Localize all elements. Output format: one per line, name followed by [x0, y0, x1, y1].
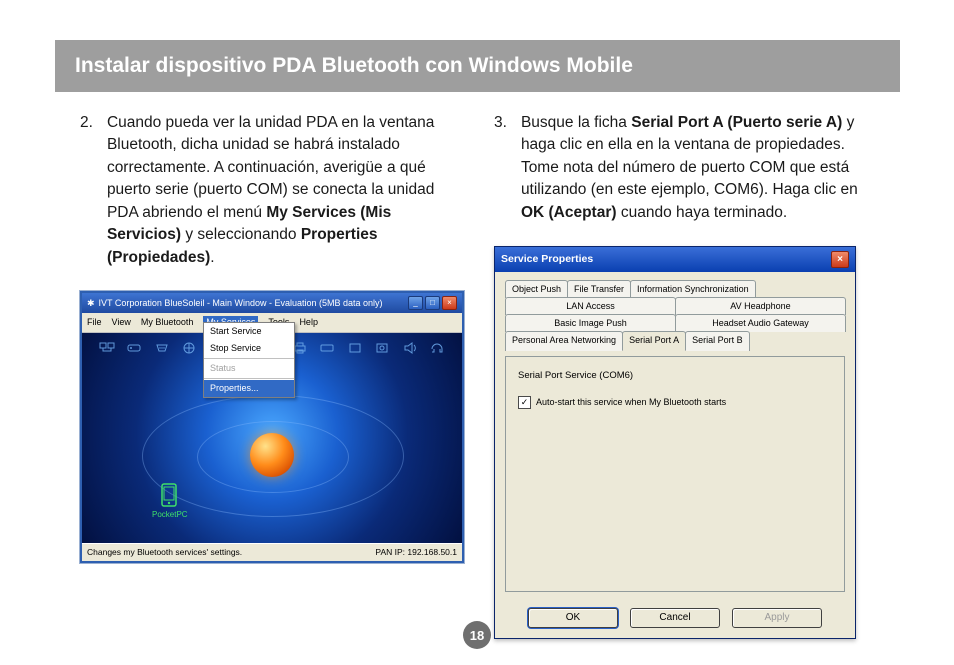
- menu-file[interactable]: File: [87, 316, 102, 329]
- screenshot-bluesoleil: ✱ IVT Corporation BlueSoleil - Main Wind…: [80, 291, 464, 562]
- pan-service-icon[interactable]: [98, 339, 116, 357]
- menu-item-start-service[interactable]: Start Service: [204, 323, 294, 340]
- dialog-buttons: OK Cancel Apply: [495, 602, 855, 639]
- tab-av-headphone[interactable]: AV Headphone: [675, 297, 846, 315]
- status-ip: PAN IP: 192.168.50.1: [375, 546, 457, 558]
- autostart-checkbox[interactable]: ✓: [518, 396, 531, 409]
- autostart-checkbox-row: ✓ Auto-start this service when My Blueto…: [518, 396, 832, 409]
- cancel-button[interactable]: Cancel: [630, 608, 720, 629]
- step-3: 3. Busque la ficha Serial Port A (Puerto…: [494, 112, 875, 224]
- menu-separator: [204, 378, 294, 379]
- step-body: Busque la ficha Serial Port A (Puerto se…: [521, 112, 875, 224]
- step-body: Cuando pueda ver la unidad PDA en la ven…: [107, 112, 464, 269]
- close-button[interactable]: ×: [831, 251, 849, 268]
- text-bold: OK (Aceptar): [521, 204, 617, 221]
- window-title: IVT Corporation BlueSoleil - Main Window…: [99, 297, 383, 310]
- content-columns: 2. Cuando pueda ver la unidad PDA en la …: [55, 112, 900, 639]
- tab-object-push[interactable]: Object Push: [505, 280, 568, 298]
- serial-service-icon[interactable]: [153, 339, 171, 357]
- status-text: Changes my Bluetooth services' settings.: [87, 546, 242, 558]
- menu-item-stop-service[interactable]: Stop Service: [204, 340, 294, 357]
- text: .: [210, 249, 214, 266]
- tab-serial-port-b[interactable]: Serial Port B: [685, 331, 750, 350]
- tab-basic-image-push[interactable]: Basic Image Push: [505, 314, 676, 332]
- menu-view[interactable]: View: [112, 316, 131, 329]
- bluetooth-icon: ✱: [87, 297, 95, 310]
- av-service-icon[interactable]: [401, 339, 419, 357]
- column-right: 3. Busque la ficha Serial Port A (Puerto…: [494, 112, 875, 639]
- headset-service-icon[interactable]: [428, 339, 446, 357]
- text: y seleccionando: [185, 226, 300, 243]
- status-bar: Changes my Bluetooth services' settings.…: [82, 543, 462, 560]
- page-number: 18: [463, 621, 491, 649]
- page-title: Instalar dispositivo PDA Bluetooth con W…: [55, 40, 900, 92]
- tab-lan-access[interactable]: LAN Access: [505, 297, 676, 315]
- apply-button: Apply: [732, 608, 822, 629]
- close-button[interactable]: ×: [442, 296, 457, 310]
- tab-headset-audio-gateway[interactable]: Headset Audio Gateway: [675, 314, 846, 332]
- tab-info-sync[interactable]: Information Synchronization: [630, 280, 756, 298]
- bip-service-icon[interactable]: [373, 339, 391, 357]
- local-device-icon[interactable]: [250, 433, 294, 477]
- dialog-title: Service Properties: [501, 252, 593, 267]
- remote-device-pocketpc[interactable]: PocketPC: [152, 483, 186, 521]
- step-2: 2. Cuando pueda ver la unidad PDA en la …: [80, 112, 464, 269]
- minimize-button[interactable]: _: [408, 296, 423, 310]
- tab-panel: Serial Port Service (COM6) ✓ Auto-start …: [505, 356, 845, 592]
- menu-item-properties[interactable]: Properties...: [204, 380, 294, 397]
- maximize-button[interactable]: □: [425, 296, 440, 310]
- tab-serial-port-a[interactable]: Serial Port A: [622, 331, 686, 350]
- text: Busque la ficha: [521, 114, 631, 131]
- hid-service-icon[interactable]: [318, 339, 336, 357]
- dialog-titlebar: Service Properties ×: [495, 247, 855, 272]
- lan-service-icon[interactable]: [180, 339, 198, 357]
- tab-strip: Object Push File Transfer Information Sy…: [505, 280, 845, 350]
- menu-help[interactable]: Help: [299, 316, 318, 329]
- menu-item-status: Status: [204, 360, 294, 377]
- window-titlebar: ✱ IVT Corporation BlueSoleil - Main Wind…: [82, 293, 462, 313]
- step-number: 2.: [80, 112, 93, 269]
- menu-separator: [204, 358, 294, 359]
- text-bold: Serial Port A (Puerto serie A): [631, 114, 842, 131]
- tab-personal-area-networking[interactable]: Personal Area Networking: [505, 331, 623, 350]
- column-left: 2. Cuando pueda ver la unidad PDA en la …: [80, 112, 464, 639]
- my-services-dropdown: Start Service Stop Service Status Proper…: [203, 322, 295, 398]
- text: cuando haya terminado.: [621, 204, 787, 221]
- autostart-label: Auto-start this service when My Bluetoot…: [536, 396, 726, 409]
- menu-my-bluetooth[interactable]: My Bluetooth: [141, 316, 194, 329]
- device-label: PocketPC: [152, 510, 188, 519]
- dun-service-icon[interactable]: [125, 339, 143, 357]
- fax-service-icon[interactable]: [346, 339, 364, 357]
- step-number: 3.: [494, 112, 507, 224]
- service-name-label: Serial Port Service (COM6): [518, 369, 832, 383]
- ok-button[interactable]: OK: [528, 608, 618, 629]
- tab-file-transfer[interactable]: File Transfer: [567, 280, 631, 298]
- screenshot-service-properties: Service Properties × Object Push File Tr…: [494, 246, 856, 639]
